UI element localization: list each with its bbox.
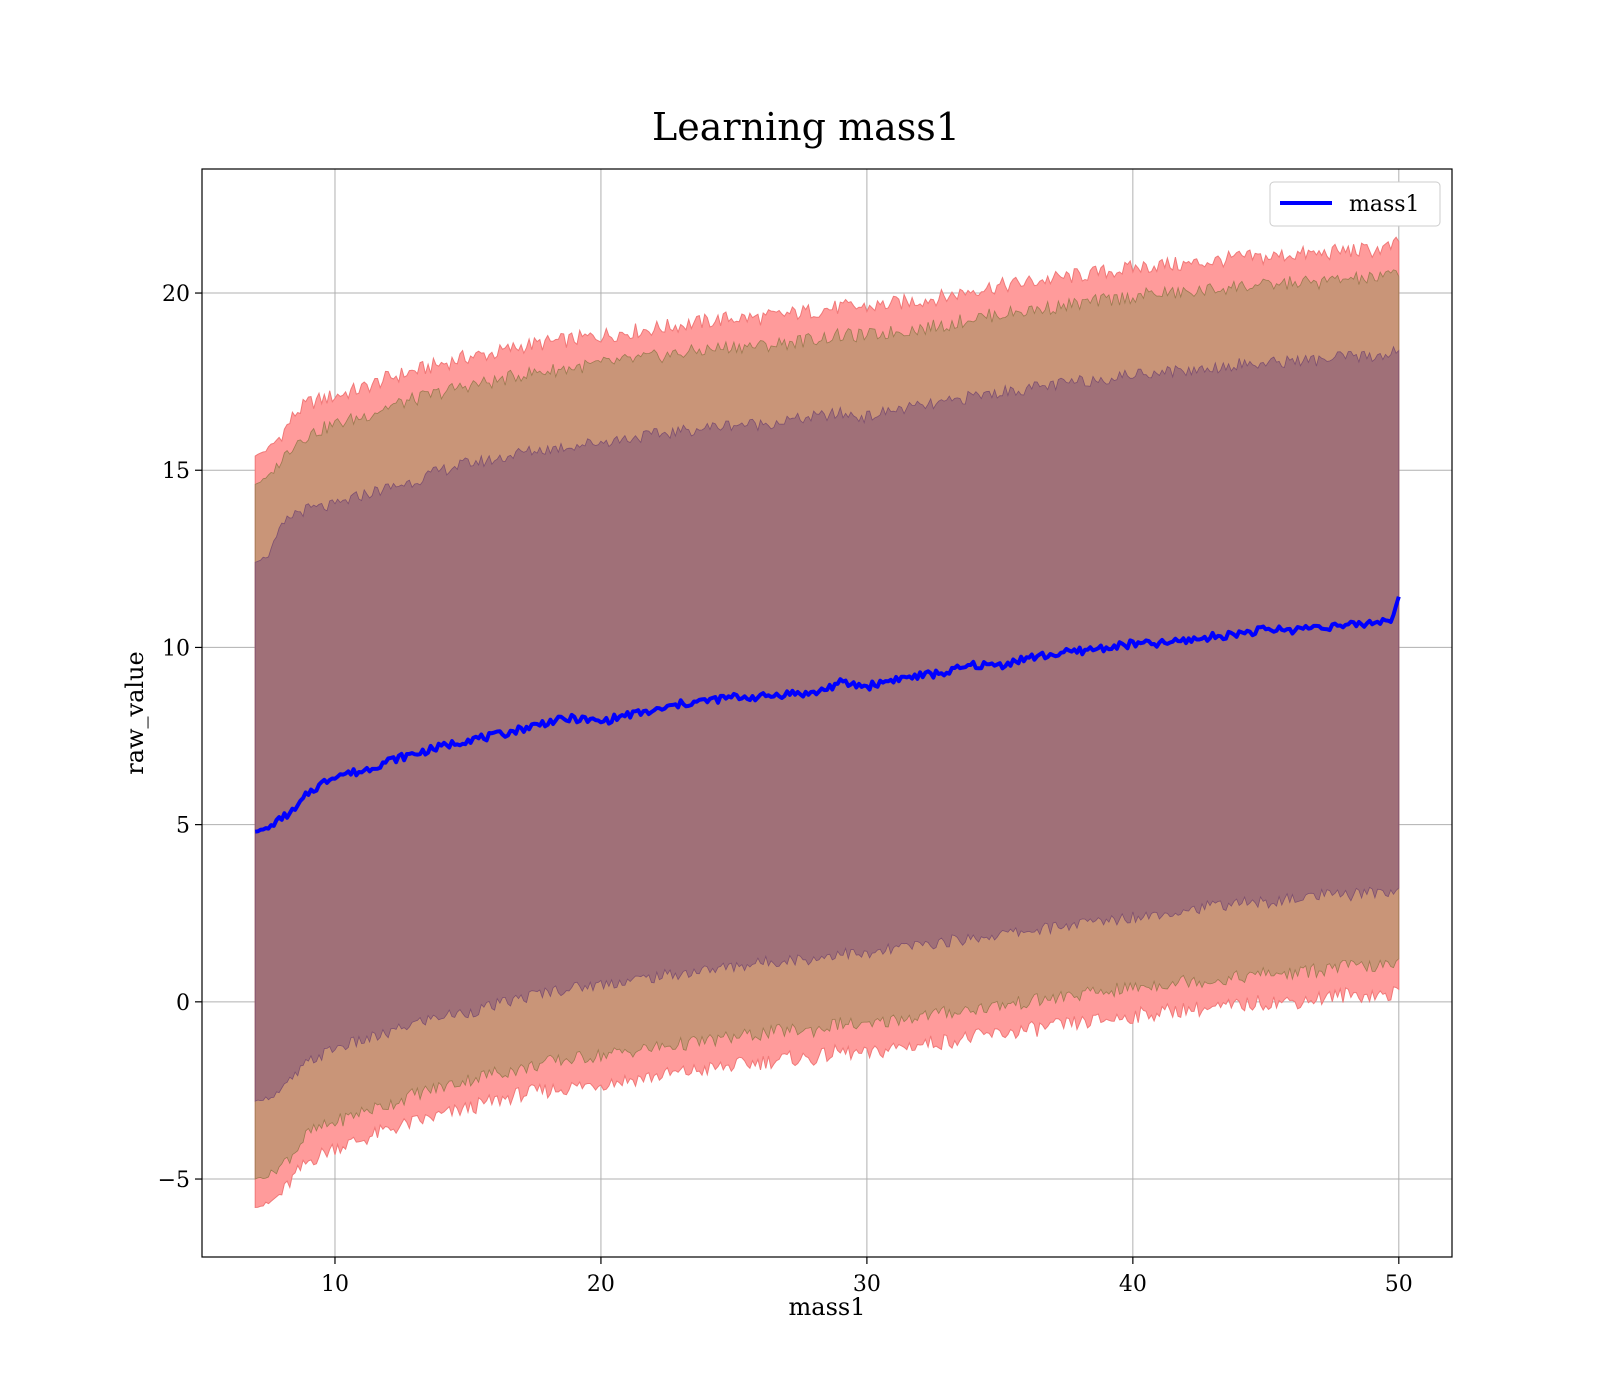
chart-title: Learning mass1 [652, 105, 960, 149]
x-axis-label: mass1 [789, 1293, 866, 1321]
x-tick-label-50: 50 [1385, 1272, 1413, 1297]
y-tick-label-4: 15 [162, 459, 190, 484]
y-axis-ticks: −5 0 5 10 15 20 [158, 282, 202, 1193]
y-axis-label: raw_value [121, 651, 149, 775]
series-lines [254, 596, 1401, 834]
x-axis-ticks: 10 20 30 40 50 [321, 1257, 1413, 1297]
y-tick-label-1: 0 [176, 991, 190, 1016]
x-tick-label-10: 10 [321, 1272, 349, 1297]
legend-label-mass1: mass1 [1349, 192, 1420, 217]
y-tick-label-5: 20 [162, 282, 190, 307]
y-tick-label-3: 10 [162, 636, 190, 661]
plot-frame [201, 168, 1453, 1258]
y-tick-label-2: 5 [176, 814, 190, 839]
y-tick-label-0: −5 [158, 1168, 190, 1193]
legend-box [1269, 181, 1441, 227]
legend: mass1 [1269, 181, 1441, 227]
x-tick-label-30: 30 [853, 1272, 881, 1297]
band-inner [254, 345, 1400, 1102]
x-tick-label-20: 20 [587, 1272, 615, 1297]
uncertainty-bands [254, 236, 1400, 1208]
x-tick-label-40: 40 [1119, 1272, 1147, 1297]
series-line-mass1 [254, 596, 1401, 834]
